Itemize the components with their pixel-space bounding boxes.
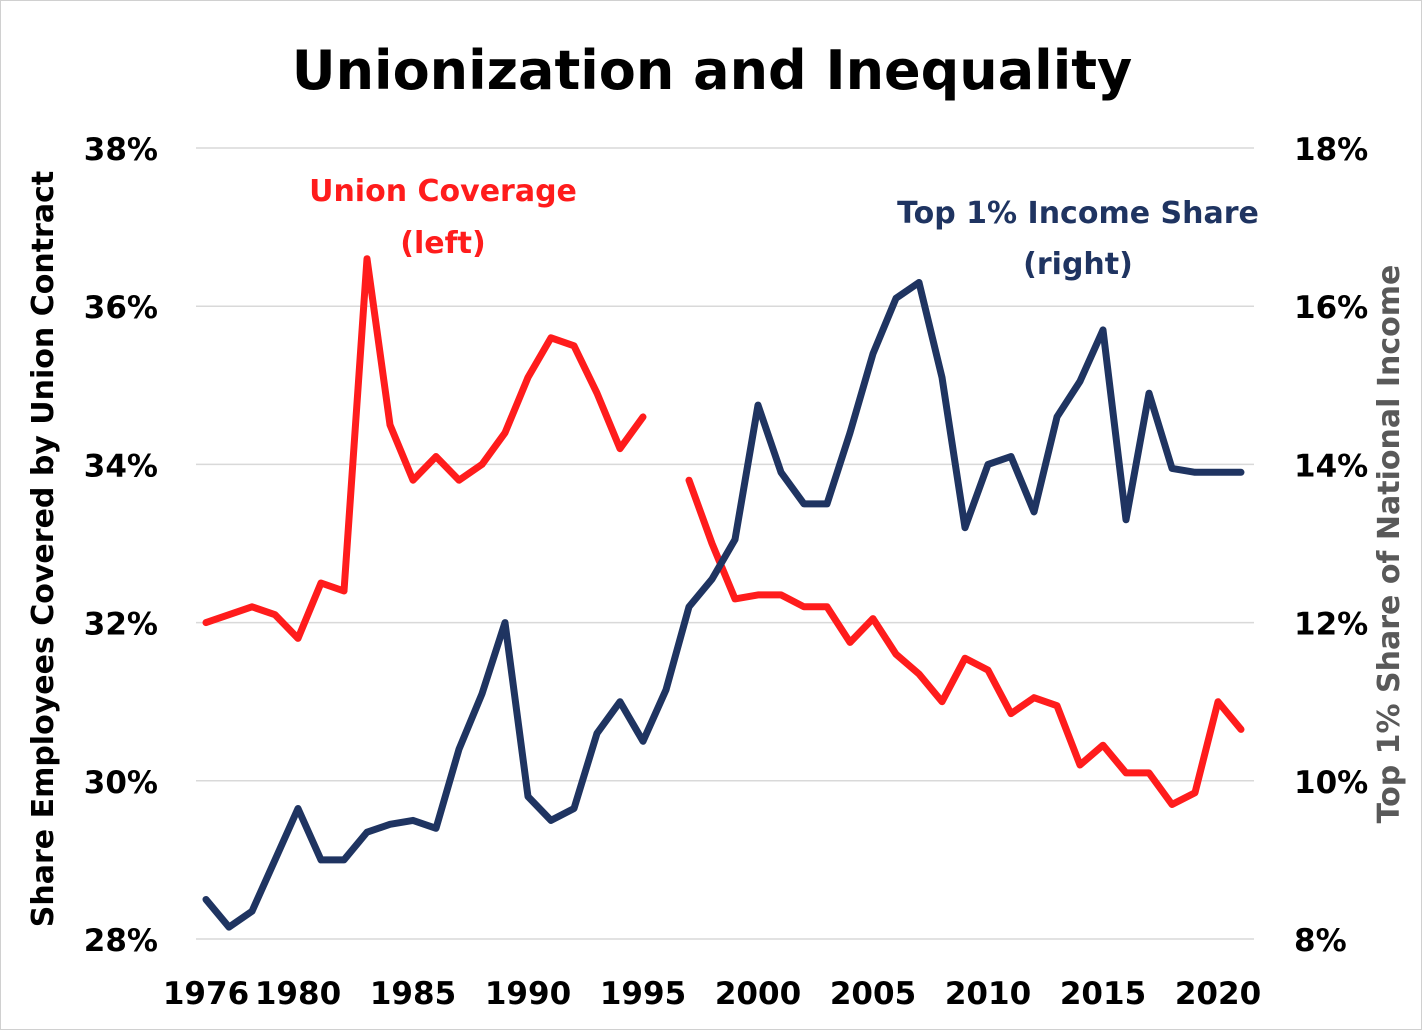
left-y-tick-label: 38%: [84, 132, 158, 168]
x-tick-label: 1980: [255, 976, 341, 1012]
x-tick-label: 2010: [945, 976, 1031, 1012]
right-y-tick-label: 10%: [1294, 765, 1368, 801]
x-tick-label: 1995: [600, 976, 686, 1012]
x-tick-label: 2015: [1060, 976, 1146, 1012]
left-y-tick-label: 34%: [84, 448, 158, 484]
union-coverage-line: [202, 255, 647, 642]
union-series-label-line1: Union Coverage: [309, 174, 577, 209]
right-y-tick-label: 12%: [1294, 607, 1368, 643]
top1-series-label-line2: (right): [1023, 247, 1133, 282]
x-tick-label: 1976: [163, 976, 249, 1012]
left-y-tick-label: 30%: [84, 765, 158, 801]
left-y-tick-label: 32%: [84, 607, 158, 643]
x-tick-label: 1985: [370, 976, 456, 1012]
x-tick-labels: 1976 1980 1985 1990 1995 2000 2005 2010 2015 2020: [163, 976, 1261, 1012]
x-tick-label: 1990: [485, 976, 571, 1012]
union-series-label-line2: (left): [400, 226, 485, 261]
x-tick-label: 2005: [830, 976, 916, 1012]
right-y-tick-label: 14%: [1294, 448, 1368, 484]
right-axis-label: Top 1% Share of National Income: [1372, 265, 1407, 824]
top1-series-label-line1: Top 1% Income Share: [897, 196, 1259, 231]
right-y-tick-label: 8%: [1294, 923, 1347, 959]
right-y-tick-labels: 8% 10% 12% 14% 16% 18%: [1294, 132, 1368, 959]
right-y-tick-label: 16%: [1294, 290, 1368, 326]
chart-title: Unionization and Inequality: [292, 39, 1132, 102]
right-y-tick-label: 18%: [1294, 132, 1368, 168]
left-axis-label: Share Employees Covered by Union Contrac…: [26, 171, 61, 927]
union-coverage-line: [685, 476, 1245, 808]
x-tick-label: 2000: [715, 976, 801, 1012]
left-y-tick-label: 36%: [84, 290, 158, 326]
series-lines: [202, 255, 1245, 931]
top1-income-share-line: [202, 279, 1245, 931]
x-tick-label: 2020: [1175, 976, 1261, 1012]
left-y-tick-label: 28%: [84, 923, 158, 959]
left-y-tick-labels: 28% 30% 32% 34% 36% 38%: [84, 132, 158, 959]
